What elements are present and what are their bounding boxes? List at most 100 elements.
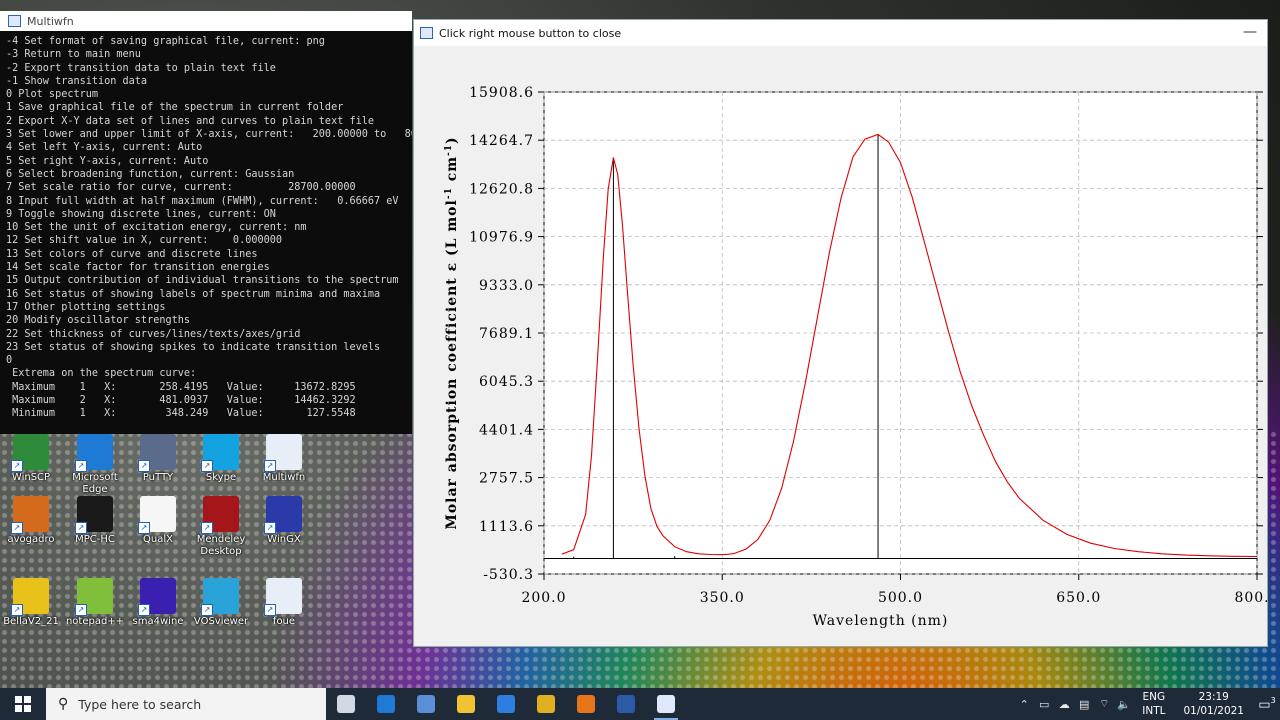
taskbar-app-list [326,688,686,720]
console-line: 16 Set status of showing labels of spect… [6,288,381,300]
desktop-icon-qualx[interactable]: ↗ QualX [127,496,189,546]
edge-icon [377,695,395,713]
plot-titlebar[interactable]: Click right mouse button to close — [414,20,1267,46]
console-window[interactable]: Multiwfn -4 Set format of saving graphic… [0,11,412,434]
spectrum-curve [561,133,1258,558]
wifi-icon[interactable]: ⌔ [1099,697,1110,710]
desktop-icon-putty[interactable]: ↗ PuTTY [127,434,189,484]
clock-date: 01/01/2021 [1183,705,1244,717]
taskbar-search-box[interactable]: ⚲ Type here to search [46,688,326,720]
shortcut-arrow-icon: ↗ [11,604,23,616]
volume-icon[interactable]: 🔈 [1117,697,1132,711]
chrome-icon [537,695,555,713]
taskbar-mail-button[interactable] [486,688,526,720]
language-code: ENG [1142,691,1166,703]
shortcut-arrow-icon: ↗ [201,522,213,534]
console-line: 0 [6,355,13,367]
desktop-icon-winscp[interactable]: ↗ WinSCP [0,434,62,484]
desktop-icon-microsoft-edge[interactable]: ↗ Microsoft Edge [64,434,126,496]
desktop-icon-foue[interactable]: ↗ foue [253,578,315,628]
desktop-icon-label: WinSCP [11,472,51,483]
console-line: 12 Set shift value in X, current: 0.0000… [6,235,283,247]
desktop-icon-label: VOSviewer [193,616,249,627]
shortcut-arrow-icon: ↗ [264,522,276,534]
x-tick-label: 650.0 [1056,590,1101,606]
spectrum-plot-area[interactable]: 15908.6 14264.7 12620.8 10976.9 9333.0 7689.1… [414,46,1279,646]
system-tray: ⌃ ▭ ☁ ▤ ⌔ 🔈 ENG INTL 23:19 01/01/2021 ▭3 [1014,688,1280,720]
console-line: 5 Set right Y-axis, current: Auto [6,155,209,167]
console-line: 3 Set lower and upper limit of X-axis, c… [6,129,412,141]
chevron-up-icon[interactable]: ⌃ [1019,697,1029,711]
start-button[interactable] [0,688,46,720]
shortcut-arrow-icon: ↗ [138,522,150,534]
app-icon: ↗ [75,578,113,616]
task-view-icon [337,695,355,713]
taskbar-media-player-button[interactable] [566,688,606,720]
desktop-icon-avogadro[interactable]: ↗ avogadro [0,496,62,546]
taskbar-edge-button[interactable] [366,688,406,720]
word-icon [617,695,635,713]
y-tick-label: 2757.5 [479,471,534,487]
notification-center-button[interactable]: ▭3 [1254,696,1280,712]
windows-logo-icon [15,696,31,712]
cloud-icon[interactable]: ☁ [1058,697,1070,711]
console-line: 13 Set colors of curve and discrete line… [6,248,258,260]
desktop-icon-label: BellaV2_21 [3,616,59,627]
desktop-icon-multiwfn[interactable]: ↗ Multiwfn [253,434,315,484]
desktop-icon-skype[interactable]: ↗ Skype [190,434,252,484]
app-icon: ↗ [201,496,239,534]
y-tick-label: 15908.6 [469,85,534,101]
x-axis-label: Wavelength (nm) [813,613,949,629]
taskbar-file-explorer-button[interactable] [446,688,486,720]
console-line: Extrema on the spectrum curve: [6,368,197,380]
console-line: 7 Set scale ratio for curve, current: 28… [6,182,356,194]
taskbar-chrome-button[interactable] [526,688,566,720]
desktop-icon-bellav2-21[interactable]: ↗ BellaV2_21 [0,578,62,628]
y-axis-label-part: Molar absorption coefficient ε (L mol [444,199,460,530]
input-language[interactable]: ENG INTL [1142,690,1165,718]
multiwfn-app-icon [8,15,21,27]
desktop-icon-mpc-hc[interactable]: ↗ MPC-HC [64,496,126,546]
device-icon[interactable]: ▭ [1039,697,1050,711]
taskbar-multiwfn-button[interactable] [646,688,686,720]
console-line: 17 Other plotting settings [6,301,166,313]
media-player-icon [577,695,595,713]
console-line: Maximum 1 X: 258.4195 Value: 13672.8295 [6,381,356,393]
console-line: Minimum 1 X: 348.249 Value: 127.5548 [6,408,356,420]
console-line: 6 Select broadening function, current: G… [6,168,295,180]
desktop-icon-label: Multiwfn [262,472,306,483]
console-line: 8 Input full width at half maximum (FWHM… [6,195,399,207]
desktop-icon-notepad-[interactable]: ↗ notepad++ [64,578,126,628]
y-axis-label-part: -1 [444,187,454,199]
app-icon: ↗ [11,578,49,616]
console-line: 1 Save graphical file of the spectrum in… [6,102,344,114]
console-line: 15 Output contribution of individual tra… [6,275,399,287]
desktop-icon-sma4wine[interactable]: ↗ sma4wine [127,578,189,628]
y-tick-label: 4401.4 [479,422,534,438]
console-line: -1 Show transition data [6,75,148,87]
plot-window[interactable]: Click right mouse button to close — 1590… [413,19,1279,647]
taskbar-task-view-button[interactable] [326,688,366,720]
minimize-button[interactable]: — [1243,24,1257,40]
y-axis-label-part: cm [444,156,460,187]
desktop-icon-wingx[interactable]: ↗ WinGX [253,496,315,546]
app-icon: ↗ [138,496,176,534]
y-axis-label-part: -1 [444,144,454,156]
store-icon [417,695,435,713]
desktop-icon-label: MPC-HC [75,534,115,545]
console-line: 2 Export X-Y data set of lines and curve… [6,115,375,127]
clock[interactable]: 23:19 01/01/2021 [1183,690,1244,718]
desktop-icon-vosviewer[interactable]: ↗ VOSviewer [190,578,252,628]
console-titlebar[interactable]: Multiwfn [0,11,412,31]
battery-icon[interactable]: ▤ [1079,697,1090,711]
app-icon: ↗ [11,496,49,534]
taskbar-word-button[interactable] [606,688,646,720]
search-icon: ⚲ [58,696,69,712]
console-line: 4 Set left Y-axis, current: Auto [6,142,203,154]
desktop-icon-mendeley-desktop[interactable]: ↗ Mendeley Desktop [190,496,252,558]
taskbar-store-button[interactable] [406,688,446,720]
console-output[interactable]: -4 Set format of saving graphical file, … [6,35,412,430]
y-axis-label: Molar absorption coefficient ε (L mol-1 … [444,136,460,529]
x-tick-label: 800.0 [1234,590,1267,606]
plot-window-title: Click right mouse button to close [439,26,622,40]
